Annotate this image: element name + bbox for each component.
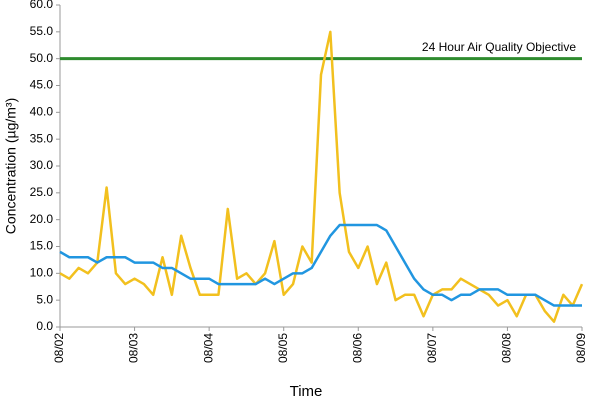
y-tick-label: 25.0: [30, 185, 54, 199]
y-tick-label: 35.0: [30, 131, 54, 145]
series-line: [59, 30, 584, 323]
y-tick-label: 5.0: [36, 292, 53, 306]
reference-label: 24 Hour Air Quality Objective: [422, 40, 576, 54]
y-axis-label: Concentration (µg/m³): [3, 98, 19, 234]
y-tick-label: 0.0: [36, 319, 53, 333]
series-line: [59, 223, 582, 307]
y-tick-label: 30.0: [30, 158, 54, 172]
y-tick-label: 10.0: [30, 266, 54, 280]
y-tick-label: 60.0: [30, 0, 54, 11]
y-tick-label: 20.0: [30, 212, 54, 226]
x-tick-label: 08/07: [425, 333, 439, 363]
x-tick-label: 08/02: [52, 333, 66, 363]
x-tick-label: 08/04: [201, 333, 215, 363]
x-tick-label: 08/06: [350, 333, 364, 363]
y-tick-label: 40.0: [30, 105, 54, 119]
y-tick-label: 15.0: [30, 239, 54, 253]
y-tick-label: 50.0: [30, 51, 54, 65]
y-tick-label: 55.0: [30, 24, 54, 38]
y-tick-label: 45.0: [30, 78, 54, 92]
x-tick-label: 08/09: [574, 333, 588, 363]
x-tick-label: 08/03: [127, 333, 141, 363]
x-tick-label: 08/05: [276, 333, 290, 363]
x-axis-label: Time: [290, 383, 323, 400]
x-tick-label: 08/08: [500, 333, 514, 363]
